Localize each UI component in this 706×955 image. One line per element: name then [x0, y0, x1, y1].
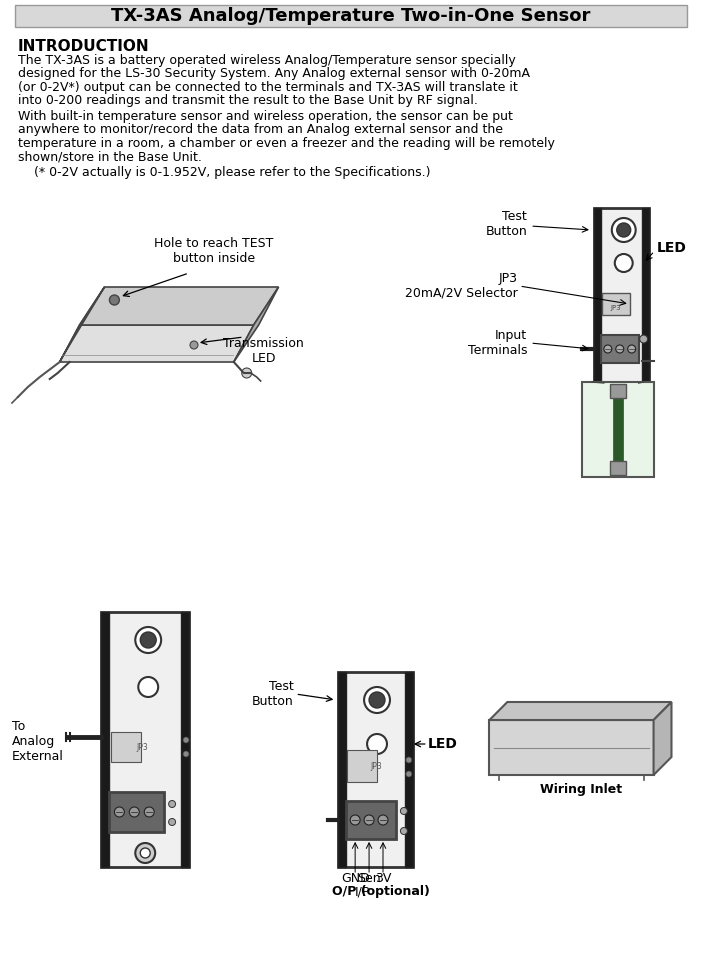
Circle shape	[400, 808, 407, 815]
Text: LED: LED	[657, 241, 686, 255]
Circle shape	[109, 295, 119, 305]
Circle shape	[136, 843, 155, 863]
Text: Hole to reach TEST
button inside: Hole to reach TEST button inside	[154, 237, 273, 265]
Text: With built-in temperature sensor and wireless operation, the sensor can be put: With built-in temperature sensor and wir…	[18, 110, 513, 123]
Polygon shape	[489, 702, 671, 720]
Circle shape	[169, 818, 176, 825]
Circle shape	[615, 254, 633, 272]
Bar	[102, 612, 189, 867]
Circle shape	[129, 807, 139, 817]
Circle shape	[369, 692, 385, 708]
Bar	[15, 5, 688, 27]
Circle shape	[190, 341, 198, 349]
Polygon shape	[234, 287, 279, 362]
Bar	[594, 208, 601, 383]
Circle shape	[364, 687, 390, 713]
Polygon shape	[60, 287, 104, 362]
Circle shape	[640, 335, 647, 343]
Circle shape	[241, 368, 251, 378]
Text: TX-3AS Analog/Temperature Two-in-One Sensor: TX-3AS Analog/Temperature Two-in-One Sen…	[112, 7, 591, 25]
Text: Test
Button: Test Button	[486, 210, 527, 238]
Bar	[109, 792, 164, 832]
Text: Input
Terminals: Input Terminals	[468, 329, 527, 357]
Text: (* 0-2V actually is 0-1.952V, please refer to the Specifications.): (* 0-2V actually is 0-1.952V, please ref…	[18, 166, 431, 179]
Bar	[102, 612, 109, 867]
Text: JP3: JP3	[370, 761, 382, 771]
Circle shape	[378, 815, 388, 825]
Bar	[642, 208, 649, 383]
Text: The TX-3AS is a battery operated wireless Analog/Temperature sensor specially: The TX-3AS is a battery operated wireles…	[18, 54, 515, 67]
Bar	[610, 461, 626, 475]
Text: GND: GND	[341, 872, 369, 885]
Bar	[582, 382, 654, 477]
Text: INTRODUCTION: INTRODUCTION	[18, 39, 150, 54]
Polygon shape	[654, 702, 671, 775]
Bar	[594, 208, 649, 383]
Text: To
Analog
External: To Analog External	[12, 720, 64, 763]
Circle shape	[367, 734, 387, 754]
Circle shape	[612, 218, 635, 242]
Circle shape	[183, 737, 189, 743]
Bar	[613, 387, 623, 472]
Circle shape	[138, 677, 158, 697]
Bar	[405, 672, 413, 867]
Circle shape	[183, 751, 189, 757]
Text: Test
Button: Test Button	[252, 680, 294, 708]
Text: Transmission
LED: Transmission LED	[223, 337, 304, 365]
Text: LED: LED	[428, 737, 457, 751]
Circle shape	[144, 807, 154, 817]
Circle shape	[169, 800, 176, 808]
Circle shape	[136, 627, 161, 653]
Text: 3V: 3V	[375, 872, 391, 885]
Text: into 0-200 readings and transmit the result to the Base Unit by RF signal.: into 0-200 readings and transmit the res…	[18, 95, 478, 108]
Circle shape	[400, 827, 407, 835]
Circle shape	[350, 815, 360, 825]
Text: JP3: JP3	[611, 305, 621, 311]
Text: shown/store in the Base Unit.: shown/store in the Base Unit.	[18, 151, 202, 163]
Polygon shape	[80, 287, 279, 325]
Bar	[610, 384, 626, 398]
Text: anywhere to monitor/record the data from an Analog external sensor and the: anywhere to monitor/record the data from…	[18, 123, 503, 137]
Text: designed for the LS-30 Security System. Any Analog external sensor with 0-20mA: designed for the LS-30 Security System. …	[18, 68, 530, 80]
Circle shape	[364, 815, 374, 825]
Circle shape	[617, 223, 630, 237]
Text: O/P (optional): O/P (optional)	[332, 885, 430, 898]
Bar	[601, 335, 639, 363]
Text: JP3
20mA/2V Selector: JP3 20mA/2V Selector	[405, 272, 517, 300]
Bar	[112, 732, 141, 762]
Circle shape	[406, 757, 412, 763]
Bar	[346, 801, 396, 839]
Circle shape	[628, 345, 635, 353]
Circle shape	[604, 345, 612, 353]
Bar	[181, 612, 189, 867]
Polygon shape	[489, 720, 654, 775]
Bar	[338, 672, 413, 867]
Bar	[338, 672, 346, 867]
Circle shape	[140, 848, 150, 858]
Bar	[602, 293, 630, 315]
Circle shape	[114, 807, 124, 817]
Text: JP3: JP3	[136, 742, 148, 752]
Bar	[347, 750, 377, 782]
Polygon shape	[60, 325, 253, 362]
Text: I/P: I/P	[354, 885, 370, 898]
Text: Wiring Inlet: Wiring Inlet	[540, 783, 622, 796]
Text: temperature in a room, a chamber or even a freezer and the reading will be remot: temperature in a room, a chamber or even…	[18, 137, 555, 150]
Circle shape	[140, 632, 156, 648]
Text: Sen: Sen	[357, 872, 381, 885]
Circle shape	[616, 345, 623, 353]
Text: (or 0-2V*) output can be connected to the terminals and TX-3AS will translate it: (or 0-2V*) output can be connected to th…	[18, 81, 517, 94]
Circle shape	[406, 771, 412, 777]
